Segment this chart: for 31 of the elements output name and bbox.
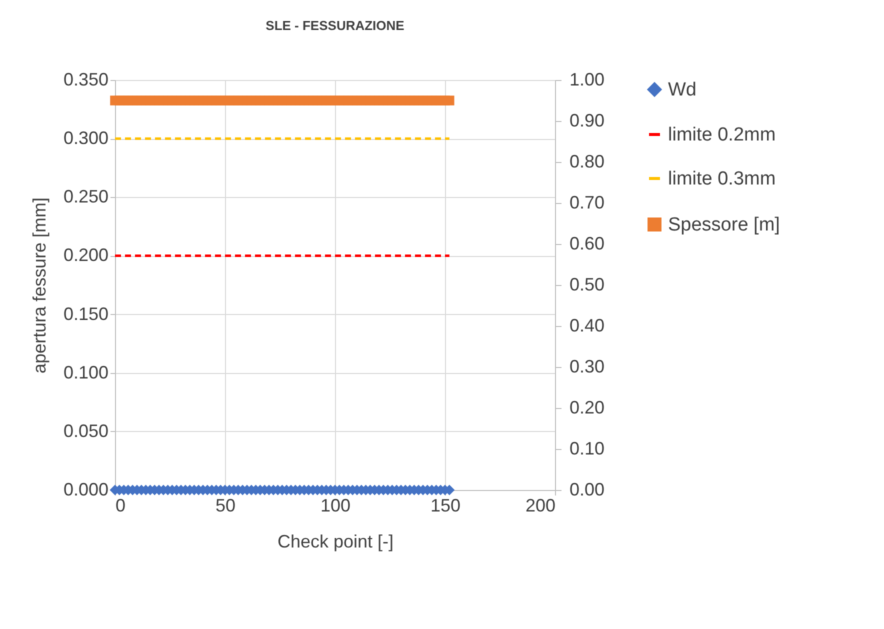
y2-tick-label: 0.90 [570, 110, 605, 130]
y-tick-label: 0.150 [63, 304, 108, 324]
legend-label: Wd [668, 80, 696, 100]
x-tick-label: 200 [525, 496, 556, 516]
y2-tick-label: 1.00 [570, 70, 605, 90]
y2-tick-label: 0.00 [570, 480, 605, 500]
x-tick-label: 150 [430, 496, 461, 516]
y2-tick-label: 0.20 [570, 398, 605, 418]
x-tick-label: 100 [320, 496, 351, 516]
legend-label: Spessore [m] [668, 214, 780, 236]
x-axis-title: Check point [-] [277, 532, 394, 552]
x-tick-label: 50 [215, 496, 236, 516]
y-axis-title: apertura fessure [mm] [29, 197, 50, 374]
y2-tick-label: 0.50 [570, 274, 605, 294]
chart-title: SLE - FESSURAZIONE [266, 18, 405, 33]
y2-tick-label: 0.30 [570, 356, 605, 376]
legend-label: limite 0.2mm [668, 124, 776, 146]
y-tick-label: 0.100 [63, 362, 108, 382]
y-tick-label: 0.050 [63, 420, 108, 441]
y2-tick-label: 0.80 [570, 152, 605, 172]
y-tick-label: 0.300 [63, 128, 108, 148]
y2-tick-label: 0.10 [570, 438, 605, 458]
y-tick-label: 0.000 [63, 480, 108, 500]
y-tick-label: 0.250 [63, 186, 108, 207]
y2-tick-label: 0.60 [570, 234, 605, 254]
y-tick-label: 0.200 [63, 245, 108, 266]
legend-label: limite 0.3mm [668, 168, 776, 190]
y-tick-label: 0.350 [63, 70, 108, 90]
y2-tick-label: 0.70 [570, 192, 605, 212]
y2-tick-label: 0.40 [570, 316, 605, 336]
x-tick-label: 0 [116, 496, 126, 516]
